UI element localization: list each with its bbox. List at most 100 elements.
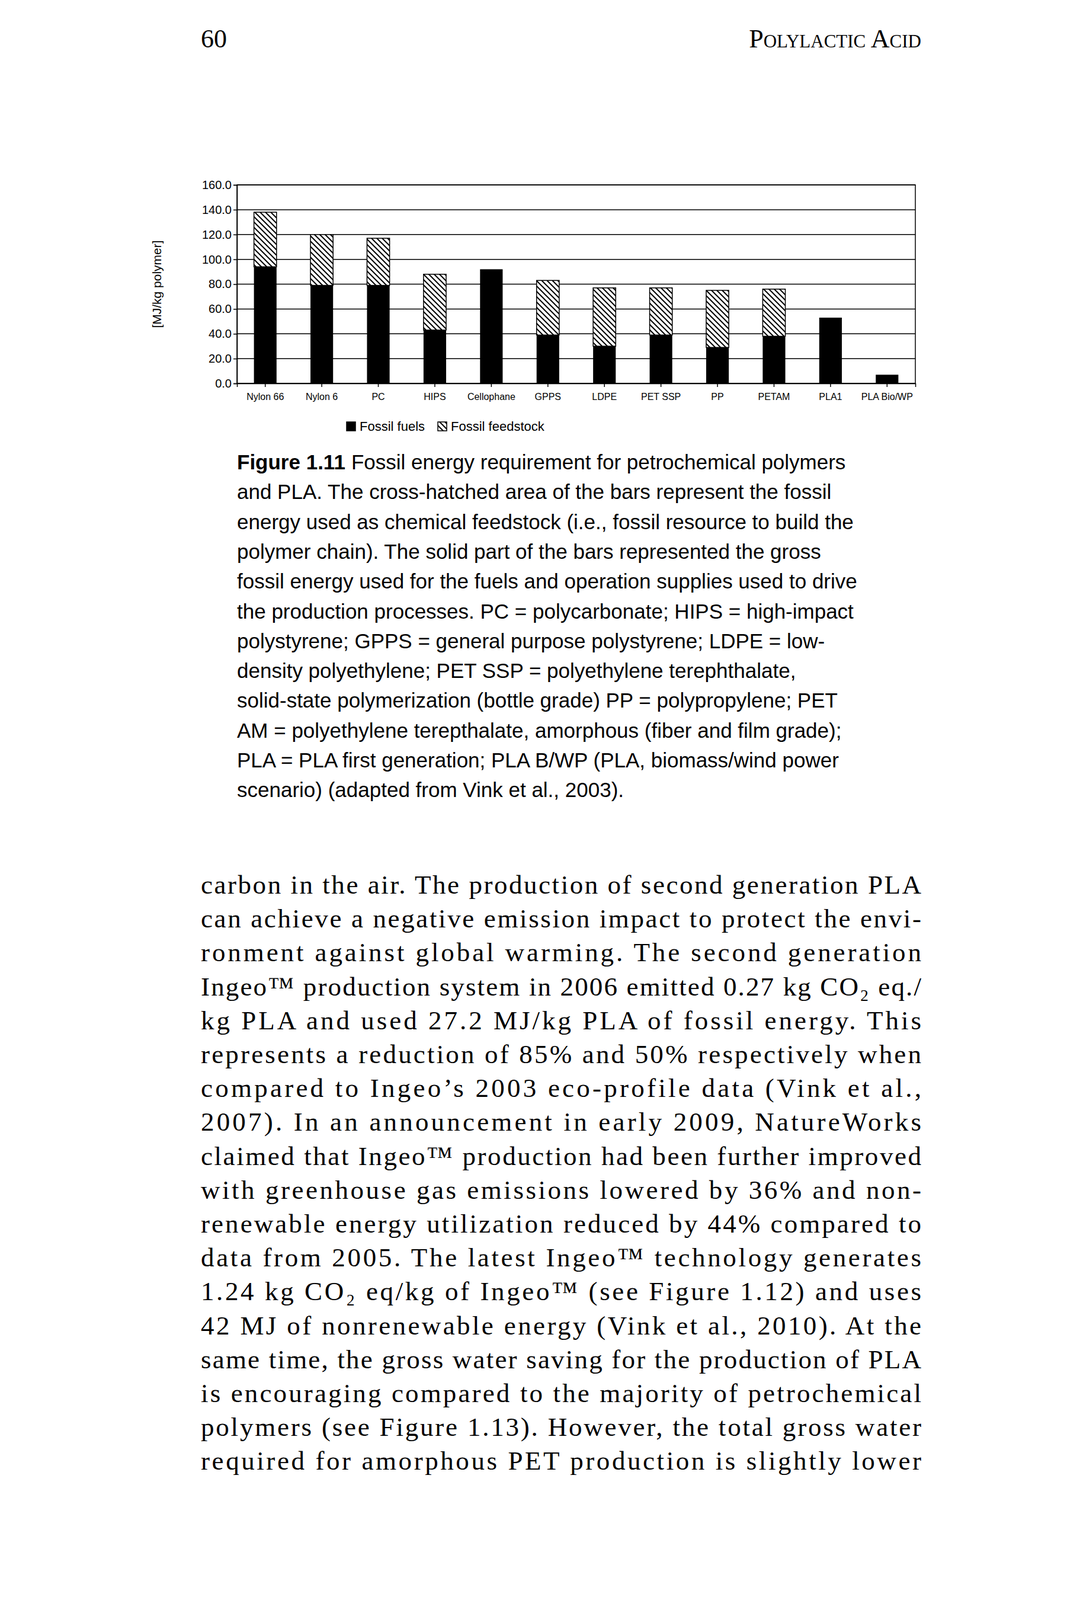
x-tick-label: Nylon 66	[246, 391, 284, 402]
body-line: 42 MJ of nonrenewable energy (Vink et al…	[200, 1310, 922, 1341]
y-tick-label: 160.0	[202, 178, 232, 192]
y-tick: 160.0	[202, 178, 237, 192]
bar	[762, 289, 785, 337]
caption-line: density polyethylene; PET SSP = polyethy…	[236, 658, 796, 682]
body-line: compared to Ingeo’s 2003 eco-profile dat…	[200, 1072, 922, 1103]
x-tick: Nylon 6	[305, 383, 338, 402]
caption-line: solid-state polymerization (bottle grade…	[236, 688, 838, 712]
body-text: carbon in the air. The production of sec…	[200, 869, 922, 1476]
grid-line	[236, 308, 916, 310]
x-tick-label: PET SSP	[641, 391, 681, 402]
page-number: 60	[200, 24, 227, 54]
legend: Fossil fuels Fossil feedstock	[346, 418, 546, 434]
y-tick-label: 140.0	[202, 203, 232, 217]
plot-frame	[236, 184, 916, 384]
y-tick: 40.0	[208, 327, 237, 341]
body-line: 1.24 kg CO₂ eq/kg of Ingeo™ (see Figure …	[200, 1276, 922, 1306]
bar	[649, 334, 673, 384]
caption-label: Figure 1.11	[236, 450, 346, 474]
y-tick: 120.0	[202, 228, 237, 242]
grid	[236, 184, 916, 384]
grid-line	[236, 209, 916, 211]
x-tick-mark	[603, 383, 605, 387]
caption: Figure 1.11Fossil energy requirement for…	[236, 450, 858, 801]
bar	[819, 316, 842, 319]
bars	[254, 212, 899, 384]
y-tick-label: 80.0	[208, 277, 232, 291]
y-tick-mark	[233, 283, 237, 285]
y-tick: 80.0	[208, 277, 237, 291]
body-line: with greenhouse gas emissions lowered by…	[200, 1174, 922, 1205]
grid-line	[236, 258, 916, 261]
y-axis-title: [MJ/kg polymer]	[149, 239, 164, 328]
bar	[479, 268, 503, 384]
y-tick-label: 20.0	[208, 351, 232, 365]
grid-line	[236, 357, 916, 360]
series-1	[254, 212, 786, 348]
bar	[254, 212, 277, 267]
y-tick: 20.0	[208, 351, 237, 365]
bar	[254, 266, 277, 384]
x-tick-mark	[547, 383, 549, 387]
y-tick-mark	[233, 209, 237, 211]
x-tick-mark	[773, 383, 775, 387]
caption-line: and PLA. The cross-hatched area of the b…	[236, 479, 832, 503]
chart: 0.020.040.060.080.0100.0120.0140.0160.0N…	[149, 178, 916, 434]
body-line: same time, the gross water saving for th…	[200, 1344, 922, 1374]
body-line: represents a reduction of 85% and 50% re…	[200, 1039, 922, 1069]
y-tick: 140.0	[202, 203, 237, 217]
bar	[875, 374, 899, 384]
x-tick-mark	[321, 383, 323, 387]
body-line: is encouraging compared to the majority …	[200, 1378, 922, 1408]
bar	[762, 335, 785, 384]
x-tick-mark	[264, 383, 267, 387]
y-tick: 100.0	[202, 252, 237, 267]
x-axis-line	[237, 383, 916, 388]
body-line: ronment against global warming. The seco…	[200, 937, 922, 967]
caption-line: fossil energy used for the fuels and ope…	[236, 569, 858, 593]
x-tick-label: Cellophane	[467, 391, 516, 402]
caption-line: energy used as chemical feedstock (i.e.,…	[236, 510, 854, 534]
y-tick-label: 120.0	[202, 228, 232, 242]
x-tick-label: PLA1	[818, 391, 842, 402]
x-tick: PC	[371, 383, 385, 402]
legend-swatch	[346, 421, 356, 431]
x-tick-mark	[716, 383, 719, 387]
x-tick-mark	[377, 383, 380, 387]
x-tick: PLA1	[818, 383, 842, 402]
x-tick: PET SSP	[641, 383, 681, 402]
body-line: 2007). In an announcement in early 2009,…	[200, 1106, 922, 1137]
caption-line: the production processes. PC = polycarbo…	[236, 599, 854, 623]
x-tick: HIPS	[423, 383, 446, 402]
y-tick: 0.0	[215, 376, 237, 390]
bar	[536, 280, 560, 335]
bar	[366, 238, 390, 286]
y-tick-label: 100.0	[202, 252, 232, 267]
y-axis: 0.020.040.060.080.0100.0120.0140.0160.0	[202, 178, 238, 390]
x-tick: Cellophane	[467, 383, 516, 402]
x-tick-label: GPPS	[534, 391, 562, 402]
y-tick-mark	[233, 383, 237, 385]
caption-line: polymer chain). The solid part of the ba…	[236, 539, 822, 563]
x-tick-label: LDPE	[591, 391, 617, 402]
y-tick-mark	[233, 184, 237, 187]
legend-item: Fossil fuels	[346, 418, 425, 434]
x-tick: GPPS	[534, 383, 562, 402]
legend-label: Fossil feedstock	[450, 418, 546, 434]
body-line: polymers (see Figure 1.13). However, the…	[200, 1411, 922, 1442]
bar	[310, 234, 333, 286]
grid-line	[236, 283, 916, 285]
series-0	[254, 266, 899, 384]
caption-line: AM = polyethylene terepthalate, amorphou…	[236, 718, 842, 742]
y-tick-label: 40.0	[208, 327, 232, 341]
x-tick-label: HIPS	[423, 391, 446, 402]
bar	[593, 345, 616, 384]
bar	[423, 329, 447, 384]
running-title: Polylactic Acid	[748, 24, 922, 54]
body-line: data from 2005. The latest Ingeo™ techno…	[200, 1242, 922, 1272]
bar	[706, 347, 729, 384]
bar	[649, 287, 673, 336]
y-tick-mark	[233, 358, 237, 360]
body-line: renewable energy utilization reduced by …	[200, 1208, 922, 1239]
body-line: Ingeo™ production system in 2006 emitted…	[200, 971, 922, 1002]
